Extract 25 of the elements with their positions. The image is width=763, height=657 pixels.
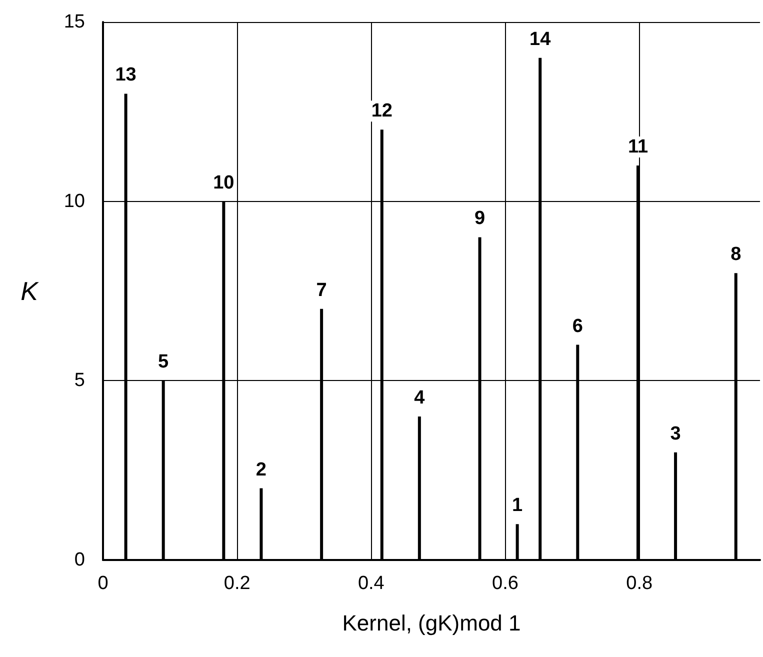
y-tick-label: 5 [74,370,85,392]
data-label: 6 [572,316,583,337]
x-tick-label: 0.6 [492,573,518,594]
y-tick-label: 15 [64,12,85,32]
data-label: 5 [158,352,170,373]
data-label: 10 [213,172,234,194]
data-label: 13 [115,64,136,86]
data-label: 2 [256,459,267,480]
x-tick-label: 0.2 [224,573,250,594]
data-label: 14 [530,28,552,50]
data-label: 4 [414,388,426,409]
y-axis-title: K [20,276,40,306]
data-label: 7 [316,280,327,301]
data-label: 9 [474,208,486,230]
data-label: 3 [670,423,681,444]
x-axis-title: Kernel, (gK)mod 1 [342,610,521,636]
y-tick-label: 10 [64,190,85,212]
data-label: 12 [371,100,392,122]
data-label: 11 [628,136,648,158]
y-tick-label: 0 [74,550,85,570]
x-tick-label: 0 [98,573,108,594]
x-tick-label: 0.4 [358,573,385,594]
x-tick-label: 0.8 [626,573,653,594]
data-label: 8 [730,244,742,266]
data-label: 1 [512,495,524,516]
